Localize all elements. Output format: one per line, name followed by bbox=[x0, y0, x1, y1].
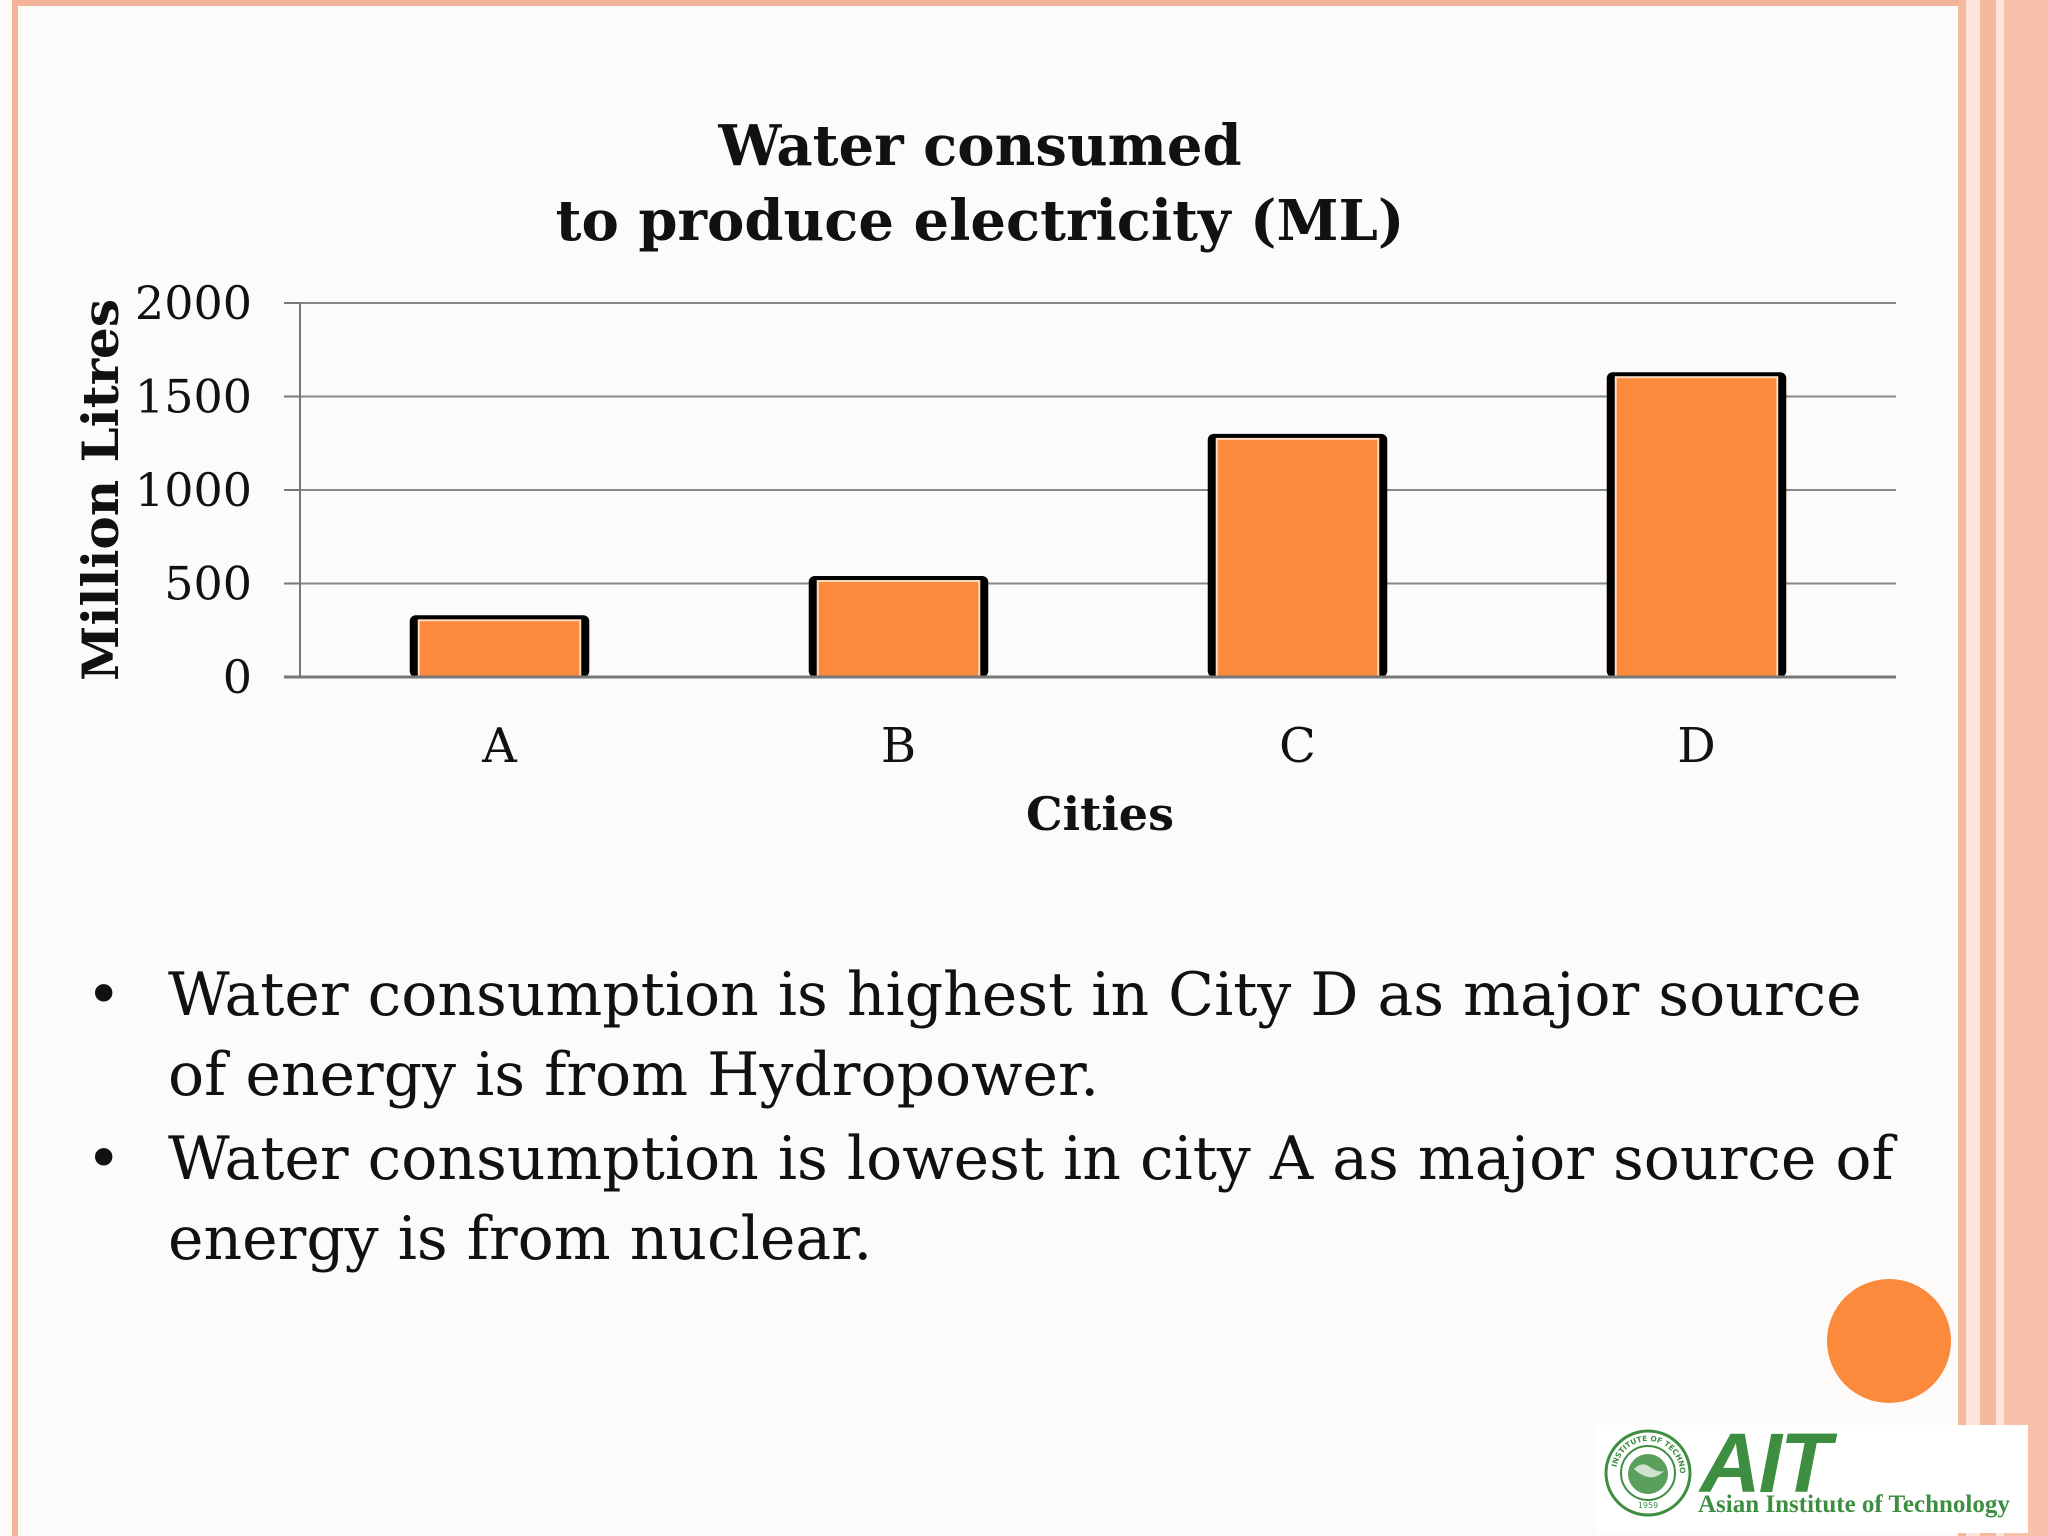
chart-title-line-1: Water consumed bbox=[717, 113, 1241, 179]
side-stripe-1 bbox=[1958, 0, 1966, 1536]
bullet-symbol: • bbox=[86, 960, 122, 1030]
side-stripe-4 bbox=[1996, 0, 2004, 1536]
y-tick-label: 1500 bbox=[135, 370, 252, 424]
x-axis-label: Cities bbox=[1026, 787, 1174, 841]
bars bbox=[409, 372, 1787, 679]
ait-logo: ASIAN INSTITUTE OF TECHNOLOGY 1959 AIT A… bbox=[1596, 1421, 2028, 1533]
bar-B bbox=[816, 580, 981, 679]
bar-C bbox=[1215, 437, 1380, 678]
bullet-item: • Water consumption is highest in City D… bbox=[86, 955, 1966, 1115]
bar-D bbox=[1614, 376, 1779, 678]
y-tick-label: 0 bbox=[223, 650, 252, 704]
bar-A bbox=[417, 619, 582, 678]
bullet-symbol: • bbox=[86, 1124, 122, 1194]
side-stripe-5 bbox=[2004, 0, 2048, 1536]
logo-institute-name: Asian Institute of Technology bbox=[1698, 1491, 2010, 1518]
bullet-text-line: Water consumption is highest in City D a… bbox=[168, 960, 1862, 1030]
y-tick-label: 500 bbox=[164, 557, 252, 611]
bullet-text-line: energy is from nuclear. bbox=[168, 1204, 873, 1274]
y-tick-label: 2000 bbox=[135, 276, 252, 330]
bullet-list: • Water consumption is highest in City D… bbox=[86, 955, 1966, 1283]
x-category-label: B bbox=[881, 718, 916, 774]
side-stripe-2 bbox=[1966, 0, 1980, 1536]
logo-wordmark: AIT bbox=[1700, 1416, 1831, 1510]
x-category-label: A bbox=[481, 718, 518, 774]
slide-border-top bbox=[12, 0, 1958, 6]
y-tick-label: 1000 bbox=[135, 463, 252, 517]
chart-title-line-2: to produce electricity (ML) bbox=[556, 188, 1405, 254]
bullet-item: • Water consumption is lowest in city A … bbox=[86, 1119, 1966, 1279]
bar-chart: Water consumed to produce electricity (M… bbox=[71, 113, 1896, 841]
seal-year: 1959 bbox=[1638, 1501, 1658, 1510]
slide-border-left bbox=[12, 0, 18, 1536]
ait-seal-icon: ASIAN INSTITUTE OF TECHNOLOGY 1959 bbox=[1604, 1429, 1692, 1517]
y-ticks: 0 500 1000 1500 2000 bbox=[135, 276, 300, 704]
x-category-label: D bbox=[1677, 718, 1715, 774]
x-categories: A B C D bbox=[481, 718, 1716, 774]
y-axis-label: Million Litres bbox=[71, 299, 130, 681]
side-stripe-3 bbox=[1980, 0, 1996, 1536]
bullet-text-line: Water consumption is lowest in city A as… bbox=[168, 1124, 1894, 1194]
decorative-circle bbox=[1827, 1279, 1951, 1403]
bullet-text-line: of energy is from Hydropower. bbox=[168, 1040, 1100, 1110]
x-category-label: C bbox=[1279, 718, 1316, 774]
